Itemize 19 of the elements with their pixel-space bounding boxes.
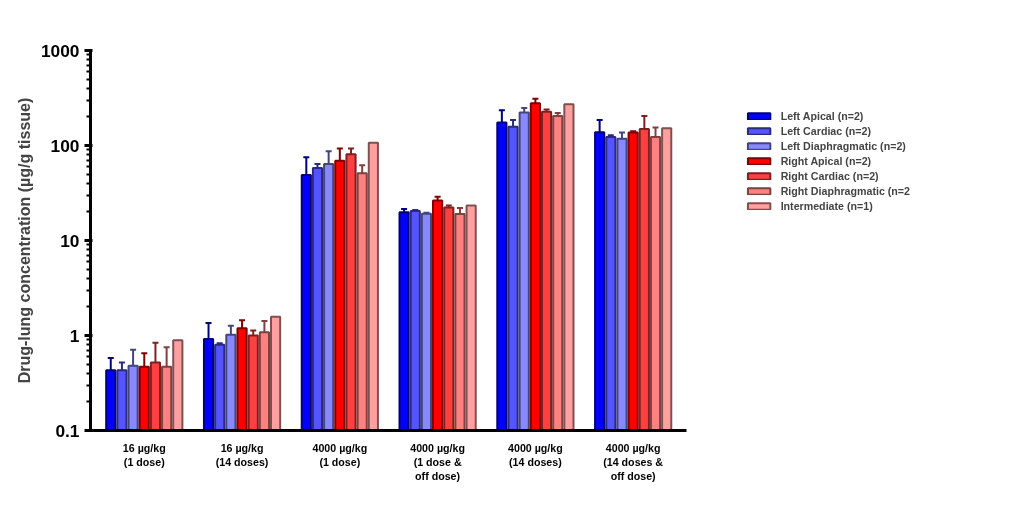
legend-label: Right Diaphragmatic (n=2 bbox=[780, 185, 910, 197]
y-tick-label: 0.1 bbox=[55, 420, 80, 441]
legend-label: Left Apical (n=2) bbox=[780, 110, 864, 122]
legend-label: Left Diaphragmatic (n=2) bbox=[780, 140, 906, 152]
legend-label: Right Apical (n=2) bbox=[780, 155, 872, 167]
x-tick-label: 16 µg/kg (14 doses) bbox=[215, 441, 269, 468]
x-tick-label: 16 µg/kg (1 dose) bbox=[122, 441, 166, 468]
x-tick-label: 4000 µg/kg (14 doses) bbox=[508, 441, 563, 468]
y-tick-label: 1 bbox=[69, 325, 80, 346]
legend-label: Left Cardiac (n=2) bbox=[780, 125, 871, 137]
x-tick-label: 4000 µg/kg (14 doses & off dose) bbox=[603, 441, 664, 483]
x-tick-label: 4000 µg/kg (1 dose & off dose) bbox=[410, 441, 465, 483]
legend-label: Right Cardiac (n=2) bbox=[780, 170, 879, 182]
y-tick-label: 1000 bbox=[40, 40, 80, 61]
x-tick-label: 4000 µg/kg (1 dose) bbox=[312, 441, 368, 468]
y-axis-title: Drug-lung concentration (µg/g tissue) bbox=[15, 97, 33, 384]
legend-label: Intermediate (n=1) bbox=[780, 200, 873, 212]
y-tick-label: 10 bbox=[60, 230, 80, 251]
y-tick-label: 100 bbox=[50, 135, 80, 156]
